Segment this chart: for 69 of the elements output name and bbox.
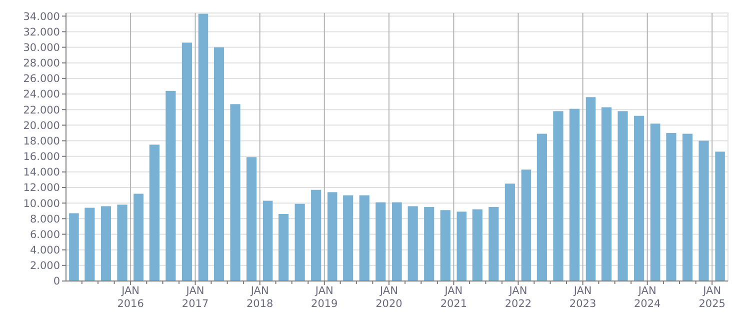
bar <box>536 134 547 281</box>
bar <box>408 206 418 281</box>
bar <box>262 200 273 281</box>
bar <box>392 202 402 281</box>
bar <box>230 104 240 281</box>
bar <box>327 192 338 281</box>
bar <box>246 157 257 281</box>
bar <box>650 124 660 281</box>
bar <box>618 111 628 281</box>
bar <box>682 134 693 281</box>
y-tick-label: 8.000 <box>30 213 60 226</box>
bar <box>311 190 322 281</box>
bar <box>100 206 112 281</box>
bar <box>376 202 386 281</box>
x-tick-label: JAN 2020 <box>376 285 402 310</box>
x-tick-label: JAN 2023 <box>569 285 596 310</box>
bar <box>278 214 289 281</box>
x-tick-label: JAN 2019 <box>311 285 338 310</box>
bar <box>698 140 709 281</box>
bar <box>586 97 596 281</box>
bar <box>504 184 515 281</box>
y-tick-label: 4.000 <box>30 244 60 257</box>
y-tick-label: 0 <box>53 276 60 288</box>
bar <box>359 195 370 281</box>
bar <box>569 108 580 281</box>
bar <box>149 144 160 281</box>
y-tick-label: 14.000 <box>23 166 60 179</box>
bar <box>69 213 79 281</box>
bar <box>666 132 676 281</box>
y-tick-label: 28.000 <box>23 58 60 70</box>
y-tick-label: 20.000 <box>23 120 60 132</box>
bar <box>294 204 305 281</box>
bar <box>456 212 467 281</box>
bar <box>715 152 725 281</box>
y-tick-label: 32.000 <box>23 26 60 38</box>
x-tick-label: JAN 2018 <box>246 285 274 310</box>
x-tick-label: JAN 2024 <box>634 285 662 310</box>
bar <box>117 204 128 281</box>
y-tick-label: 18.000 <box>23 135 60 148</box>
x-tick-label: JAN 2025 <box>698 285 726 310</box>
bar <box>634 116 644 281</box>
bar <box>472 209 482 281</box>
bar <box>214 47 224 281</box>
bar <box>424 206 434 281</box>
bar <box>521 170 532 281</box>
bar <box>198 14 208 281</box>
y-tick-label: 34.000 <box>23 10 60 23</box>
bar <box>134 194 144 281</box>
bar <box>440 210 450 281</box>
bar <box>343 195 354 281</box>
x-tick-label: JAN 2022 <box>504 285 532 310</box>
y-tick-label: 24.000 <box>23 88 60 101</box>
y-tick-label: 26.000 <box>23 73 60 86</box>
bar <box>182 42 192 281</box>
y-tick-label: 12.000 <box>23 182 60 194</box>
y-tick-label: 30.000 <box>23 42 60 54</box>
x-tick-label: JAN 2017 <box>182 285 209 310</box>
y-tick-label: 10.000 <box>23 198 60 210</box>
bar <box>166 90 176 281</box>
x-tick-label: JAN 2021 <box>440 285 468 310</box>
y-tick-label: 16.000 <box>23 151 60 164</box>
bar <box>553 111 564 281</box>
bar <box>84 208 95 281</box>
bar <box>601 107 612 281</box>
y-tick-label: 2.000 <box>30 260 60 272</box>
y-tick-label: 6.000 <box>30 228 60 241</box>
y-tick-label: 22.000 <box>23 104 60 116</box>
x-tick-label: JAN 2016 <box>117 285 144 310</box>
bar <box>488 206 499 281</box>
